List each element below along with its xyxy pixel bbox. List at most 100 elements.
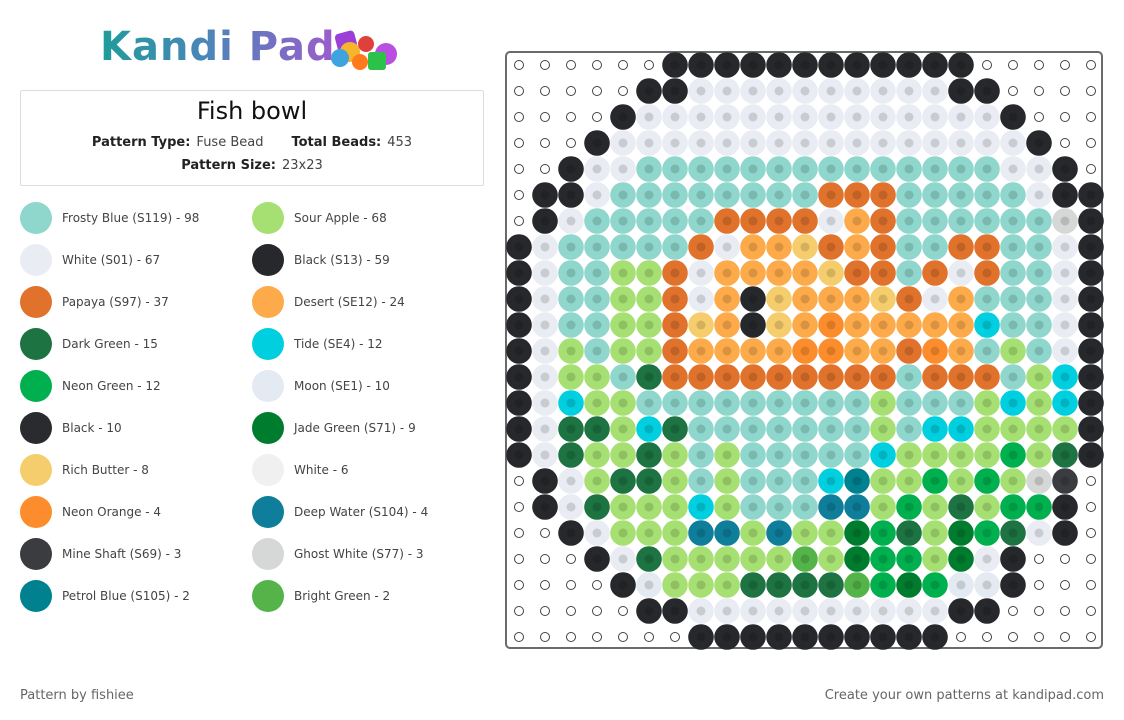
empty-peg bbox=[670, 632, 680, 642]
bead-hole bbox=[514, 424, 524, 434]
bead bbox=[1078, 286, 1104, 312]
bead bbox=[948, 208, 974, 234]
bead-hole bbox=[566, 528, 576, 538]
bead-hole bbox=[722, 346, 732, 356]
bead bbox=[688, 52, 714, 78]
bead bbox=[610, 390, 636, 416]
bead bbox=[610, 208, 636, 234]
bead-hole bbox=[1060, 424, 1070, 434]
bead bbox=[844, 520, 870, 546]
bead bbox=[922, 572, 948, 598]
bead bbox=[532, 338, 558, 364]
bead-hole bbox=[644, 268, 654, 278]
legend-label: Deep Water (S104) - 4 bbox=[294, 505, 429, 519]
empty-peg bbox=[514, 528, 524, 538]
bead-hole bbox=[852, 580, 862, 590]
bead-hole bbox=[774, 190, 784, 200]
logo[interactable]: Kandi Pad bbox=[100, 24, 336, 70]
bead-hole bbox=[930, 112, 940, 122]
bead-hole bbox=[670, 112, 680, 122]
bead bbox=[844, 364, 870, 390]
bead bbox=[922, 130, 948, 156]
bead bbox=[584, 182, 610, 208]
bead bbox=[714, 442, 740, 468]
bead-hole bbox=[982, 86, 992, 96]
bead-hole bbox=[826, 190, 836, 200]
bead-hole bbox=[540, 294, 550, 304]
site-link[interactable]: Create your own patterns at kandipad.com bbox=[824, 688, 1104, 703]
bead-hole bbox=[852, 346, 862, 356]
bead-hole bbox=[930, 632, 940, 642]
bead-hole bbox=[800, 632, 810, 642]
bead bbox=[870, 104, 896, 130]
value: 453 bbox=[387, 135, 413, 150]
bead bbox=[688, 182, 714, 208]
empty-peg bbox=[540, 554, 550, 564]
bead bbox=[818, 260, 844, 286]
legend-label: Papaya (S97) - 37 bbox=[62, 295, 169, 309]
bead bbox=[792, 468, 818, 494]
bead-hole bbox=[566, 450, 576, 460]
bead-hole bbox=[1008, 372, 1018, 382]
bead bbox=[532, 234, 558, 260]
bead bbox=[532, 286, 558, 312]
bead-hole bbox=[1008, 398, 1018, 408]
bead bbox=[1026, 442, 1052, 468]
bead bbox=[1026, 156, 1052, 182]
bead-hole bbox=[748, 164, 758, 174]
bead-hole bbox=[1008, 424, 1018, 434]
bead bbox=[532, 182, 558, 208]
bead-hole bbox=[1034, 242, 1044, 252]
bead bbox=[662, 182, 688, 208]
bead bbox=[1052, 364, 1078, 390]
bead bbox=[688, 78, 714, 104]
bead bbox=[844, 104, 870, 130]
bead bbox=[766, 130, 792, 156]
bead bbox=[506, 416, 532, 442]
bead-hole bbox=[982, 164, 992, 174]
bead bbox=[922, 416, 948, 442]
bead bbox=[1000, 286, 1026, 312]
bead bbox=[714, 364, 740, 390]
bead bbox=[766, 494, 792, 520]
bead-hole bbox=[956, 580, 966, 590]
bead-hole bbox=[1008, 164, 1018, 174]
empty-peg bbox=[540, 606, 550, 616]
bead bbox=[662, 364, 688, 390]
bead bbox=[1078, 390, 1104, 416]
bead-hole bbox=[566, 190, 576, 200]
bead bbox=[1000, 130, 1026, 156]
bead-hole bbox=[644, 580, 654, 590]
bead bbox=[896, 130, 922, 156]
bead bbox=[558, 416, 584, 442]
bead-hole bbox=[670, 424, 680, 434]
bead bbox=[818, 104, 844, 130]
empty-peg bbox=[1086, 580, 1096, 590]
bead bbox=[558, 260, 584, 286]
empty-peg bbox=[540, 580, 550, 590]
bead-hole bbox=[514, 346, 524, 356]
bead bbox=[792, 364, 818, 390]
bead-hole bbox=[878, 190, 888, 200]
bead-hole bbox=[904, 398, 914, 408]
value: Fuse Bead bbox=[196, 135, 264, 150]
bead-hole bbox=[748, 606, 758, 616]
bead-hole bbox=[722, 398, 732, 408]
bead-hole bbox=[566, 346, 576, 356]
bead-hole bbox=[748, 528, 758, 538]
bead-hole bbox=[852, 554, 862, 564]
bead bbox=[948, 546, 974, 572]
bead-hole bbox=[1034, 476, 1044, 486]
bead bbox=[818, 494, 844, 520]
bead-hole bbox=[956, 60, 966, 70]
bead-hole bbox=[1034, 294, 1044, 304]
bead-hole bbox=[592, 502, 602, 512]
bead-hole bbox=[878, 606, 888, 616]
bead bbox=[896, 364, 922, 390]
bead bbox=[688, 390, 714, 416]
bead-hole bbox=[1034, 372, 1044, 382]
bead-hole bbox=[800, 424, 810, 434]
bead bbox=[792, 260, 818, 286]
bead-hole bbox=[618, 268, 628, 278]
bead-hole bbox=[644, 190, 654, 200]
